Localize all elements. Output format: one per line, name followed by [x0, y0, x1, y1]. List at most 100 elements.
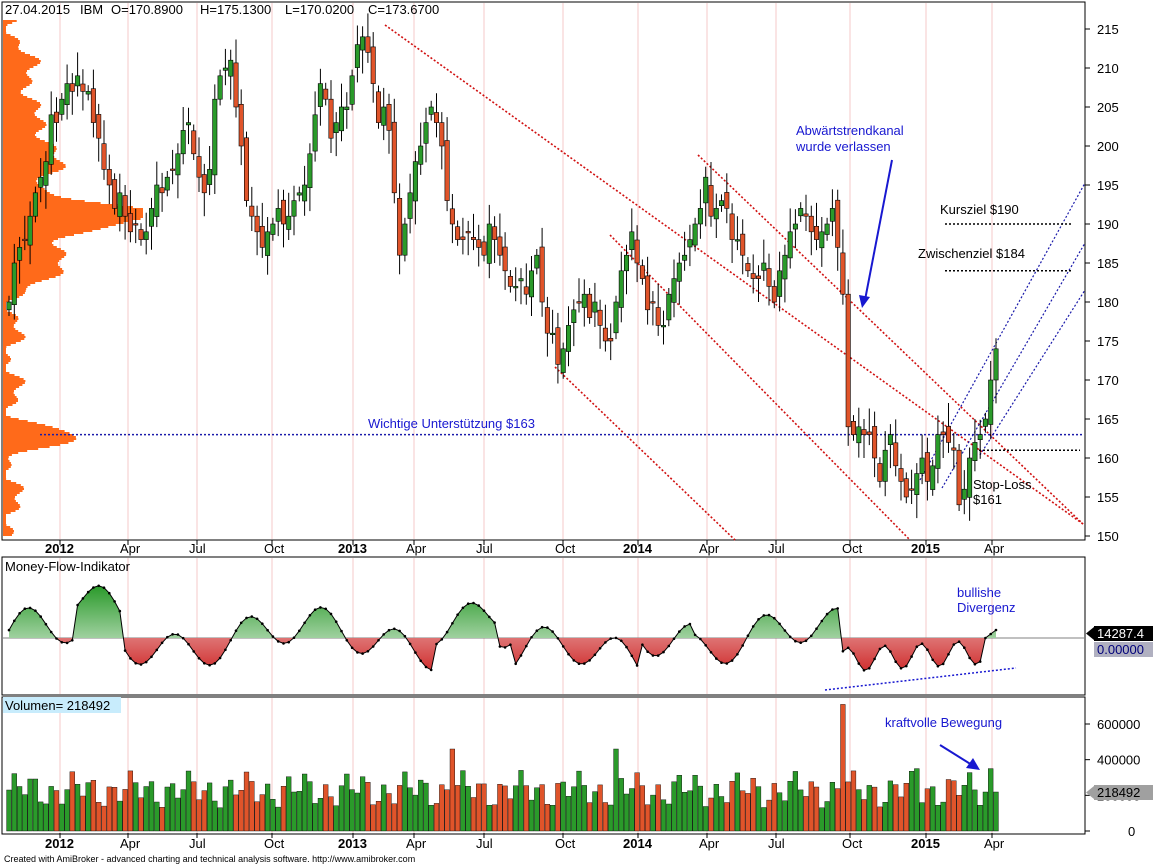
volume-bar — [523, 785, 529, 832]
candle-body — [497, 236, 503, 256]
profile-bar — [3, 488, 24, 490]
profile-bar — [3, 482, 17, 484]
volume-bar — [914, 768, 920, 832]
volume-bar — [550, 805, 556, 832]
candle-body — [697, 208, 703, 225]
mf-point — [155, 648, 159, 652]
profile-bar — [3, 64, 38, 66]
profile-bar — [3, 468, 9, 470]
x-axis-label: Oct — [264, 836, 285, 851]
volume-bar — [307, 781, 313, 832]
candle-body — [11, 262, 17, 306]
volume-bar — [919, 802, 925, 832]
profile-bar — [3, 396, 17, 398]
mf-point — [466, 602, 470, 605]
candle-body — [845, 293, 851, 428]
candle-body — [344, 106, 350, 111]
volume-title: Volumen= 218492 — [5, 698, 110, 713]
profile-bar — [3, 36, 15, 38]
candle-body — [90, 88, 96, 123]
volume-bar — [43, 803, 49, 832]
volume-bar — [254, 801, 260, 832]
volume-bar — [449, 748, 456, 832]
candle-body — [338, 106, 344, 132]
profile-bar — [3, 490, 23, 492]
profile-bar — [3, 338, 25, 340]
candle-body — [6, 301, 12, 311]
candle-body — [375, 91, 381, 123]
volume-bar — [302, 773, 308, 832]
candle-body — [365, 36, 371, 53]
volume-bar — [407, 787, 413, 832]
x-axis-label: Jul — [768, 836, 785, 851]
mf-point — [572, 659, 576, 662]
volume-bar — [117, 800, 123, 832]
profile-bar — [3, 266, 60, 268]
volume-bar — [48, 786, 54, 832]
mf-point — [810, 634, 813, 638]
candle-body — [792, 223, 798, 230]
volume-bar — [539, 784, 545, 832]
candle-body — [449, 208, 455, 225]
mf-point — [13, 619, 16, 623]
mf-point — [725, 662, 729, 665]
mf-point — [34, 609, 37, 612]
volume-bar — [544, 804, 551, 832]
mf-point — [783, 629, 787, 632]
profile-bar — [3, 342, 16, 344]
profile-bar — [3, 72, 27, 74]
mf-point — [86, 590, 90, 594]
mf-point — [213, 662, 217, 665]
profile-bar — [3, 526, 11, 528]
mf-point — [44, 622, 48, 626]
mf-point — [641, 643, 644, 646]
mf-point — [435, 642, 438, 646]
x-axis-label: Oct — [555, 541, 576, 556]
profile-bar — [3, 368, 6, 370]
mf-point — [941, 662, 945, 666]
volume-bar — [180, 789, 186, 832]
profile-bar — [3, 184, 40, 186]
mf-point — [646, 650, 649, 653]
candle-body — [740, 233, 746, 256]
candle-body — [138, 229, 144, 240]
mf-point — [218, 656, 222, 660]
mf-point — [947, 653, 950, 656]
volume-bar — [866, 785, 872, 832]
mf-point — [931, 658, 934, 662]
profile-bar — [3, 486, 24, 488]
volume-bars — [6, 704, 999, 832]
mf-point — [451, 622, 454, 625]
profile-bar — [3, 332, 22, 334]
annotation-divergence-line1: bullishe — [957, 585, 1001, 600]
mf-point — [113, 600, 116, 603]
x-axis-label: Apr — [984, 836, 1005, 851]
uptrend-lower-line — [979, 289, 1086, 456]
mf-point — [440, 638, 444, 641]
candle-body — [112, 179, 118, 209]
mf-point — [224, 648, 227, 652]
candle-body — [302, 184, 308, 202]
candle-body — [444, 140, 450, 201]
profile-bar — [3, 106, 41, 108]
profile-bar — [3, 128, 43, 130]
profile-bar — [3, 160, 60, 162]
header-low: L=170.0200 — [285, 2, 354, 17]
profile-bar — [3, 92, 21, 94]
volume-bar — [486, 805, 492, 832]
profile-bar — [3, 514, 6, 516]
profile-bar — [3, 346, 7, 348]
candle-body — [333, 122, 339, 133]
mf-point — [313, 608, 317, 611]
mf-point — [841, 649, 845, 653]
mf-point — [60, 641, 64, 644]
mf-point — [625, 645, 628, 649]
profile-bar — [3, 306, 6, 308]
candle-body — [571, 309, 577, 323]
volume-bar — [233, 794, 239, 832]
channel-arrowhead — [859, 295, 870, 308]
volume-axis-label: 400000 — [1097, 753, 1140, 768]
mf-point — [239, 621, 243, 625]
volume-bar — [375, 801, 382, 832]
mf-point — [857, 662, 861, 665]
